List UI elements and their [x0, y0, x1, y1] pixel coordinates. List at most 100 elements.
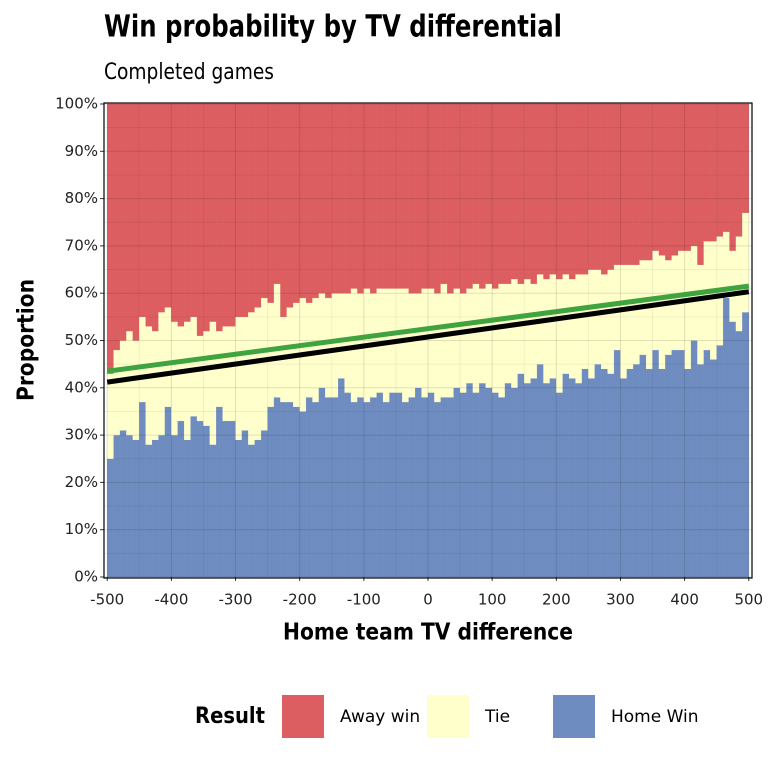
bar-segment	[549, 378, 557, 578]
bar-segment	[459, 392, 467, 578]
bar-segment	[562, 103, 570, 275]
bar-segment	[601, 274, 608, 370]
bar-segment	[209, 444, 217, 578]
bar-segment	[235, 439, 243, 578]
bar-segment	[722, 297, 730, 578]
bar-segment	[658, 368, 666, 578]
bar-segment	[466, 103, 474, 289]
bar-segment	[434, 293, 441, 403]
bar-segment	[517, 373, 525, 578]
x-tick-label: 0	[423, 591, 433, 609]
bar-segment	[549, 103, 557, 275]
bar-segment	[151, 103, 159, 332]
bar-segment	[581, 368, 589, 578]
bar-segment	[203, 103, 211, 332]
bar-segment	[171, 103, 178, 322]
bar-segment	[331, 397, 339, 578]
x-tick-label: 500	[734, 591, 763, 609]
bar-segment	[607, 103, 615, 270]
bar-segment	[588, 378, 595, 578]
bar-segment	[524, 103, 531, 280]
bar-segment	[325, 297, 332, 398]
bar-segment	[241, 103, 249, 318]
chart-subtitle: Completed games	[104, 60, 274, 85]
bar-segment	[485, 103, 493, 284]
bar-segment	[350, 401, 358, 578]
bar-segment	[209, 103, 217, 322]
bar-segment	[658, 255, 666, 370]
bar-segment	[447, 293, 454, 398]
x-tick-label: 200	[542, 591, 571, 609]
bar-segment	[536, 363, 544, 578]
bar-segment	[151, 330, 159, 440]
bar-segment	[293, 103, 300, 303]
bar-segment	[305, 397, 313, 578]
bar-segment	[511, 103, 518, 280]
bar-segment	[139, 103, 146, 318]
bar-segment	[710, 103, 717, 242]
bar-segment	[716, 103, 724, 237]
bar-segment	[325, 103, 332, 299]
bar-segment	[440, 103, 448, 284]
y-axis-label: Proportion	[14, 279, 40, 401]
bar-segment	[145, 444, 153, 578]
x-tick-label: 100	[478, 591, 507, 609]
y-tick-label: 70%	[65, 236, 98, 254]
bar-segment	[581, 103, 589, 275]
bar-segment	[325, 397, 332, 578]
bar-segment	[113, 349, 121, 436]
bar-segment	[235, 316, 243, 440]
bar-segment	[678, 349, 685, 578]
bar-segment	[613, 264, 621, 351]
bar-segment	[742, 212, 749, 313]
bar-segment	[722, 103, 730, 232]
bar-segment	[568, 278, 576, 379]
bar-segment	[543, 382, 551, 578]
legend-key	[282, 695, 324, 738]
legend-title: Result	[195, 704, 265, 729]
bar-segment	[158, 103, 166, 313]
bar-segment	[671, 349, 679, 578]
bar-segment	[575, 382, 583, 578]
bar-segment	[697, 363, 705, 578]
bar-segment	[459, 293, 467, 393]
bar-segment	[466, 382, 474, 578]
y-tick-label: 10%	[65, 520, 98, 538]
bar-segment	[588, 269, 595, 379]
bar-segment	[601, 103, 608, 275]
bar-segment	[613, 349, 621, 578]
bar-segment	[113, 103, 121, 351]
bar-segment	[524, 278, 531, 384]
bar-segment	[248, 103, 255, 313]
bar-segment	[562, 274, 570, 374]
x-tick-label: -300	[219, 591, 253, 609]
y-tick-label: 0%	[74, 568, 98, 586]
legend-key	[427, 695, 469, 738]
bar-segment	[479, 288, 486, 384]
bar-segment	[421, 103, 429, 289]
bar-segment	[479, 382, 486, 578]
bar-segment	[376, 392, 384, 578]
y-tick-label: 100%	[55, 95, 98, 113]
bar-segment	[626, 368, 634, 578]
bar-segment	[453, 103, 461, 289]
bar-segment	[151, 439, 159, 578]
legend-label: Home Win	[611, 707, 699, 727]
bar-segment	[363, 103, 371, 289]
bar-segment	[145, 326, 153, 445]
bar-segment	[434, 401, 441, 578]
bar-segment	[395, 392, 403, 578]
bar-segment	[697, 264, 705, 365]
bar-segment	[504, 103, 512, 284]
bar-segment	[492, 392, 499, 578]
bar-segment	[402, 401, 409, 578]
bar-segment	[254, 103, 262, 308]
bar-segment	[427, 392, 435, 578]
bar-segment	[472, 392, 480, 578]
bar-segment	[703, 103, 711, 242]
bar-segment	[620, 264, 628, 379]
bar-segment	[678, 103, 685, 251]
bar-segment	[254, 439, 262, 578]
y-tick-label: 90%	[65, 142, 98, 160]
bar-segment	[299, 103, 307, 299]
